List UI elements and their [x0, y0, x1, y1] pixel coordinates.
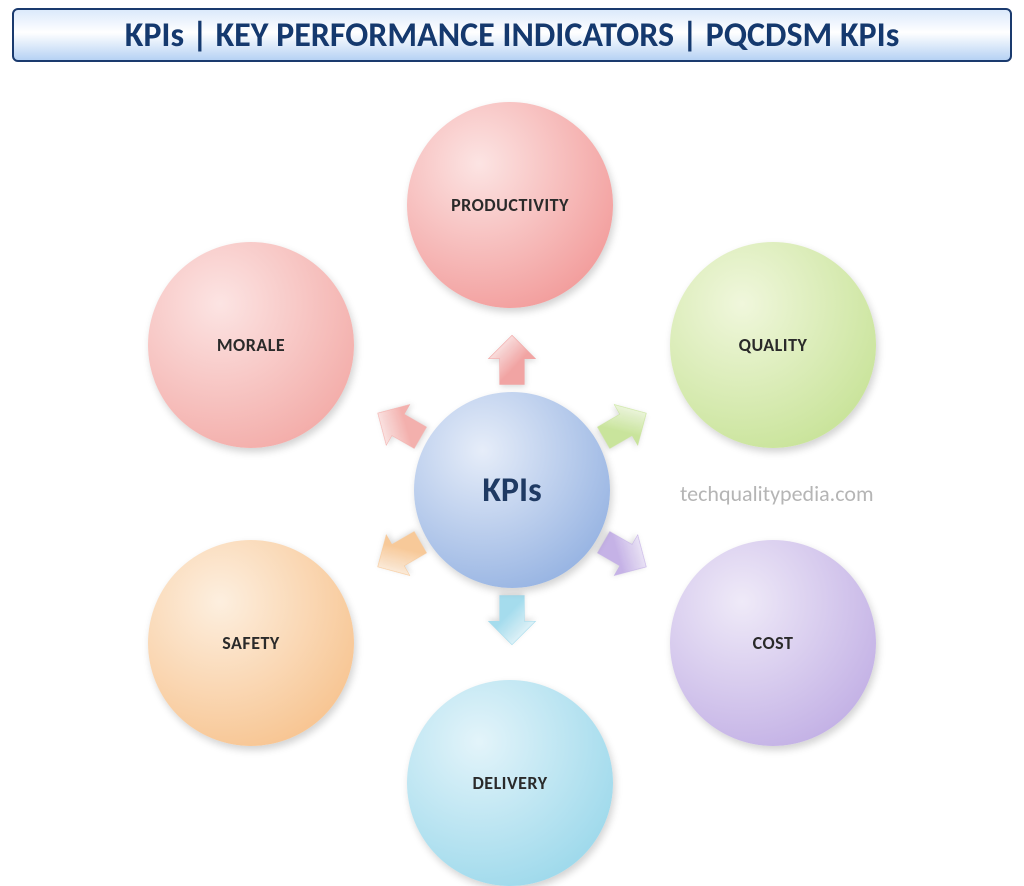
- node-productivity: PRODUCTIVITY: [407, 102, 613, 308]
- page-title-text: KPIs | KEY PERFORMANCE INDICATORS | PQCD…: [125, 15, 900, 56]
- center-hub-label: KPIs: [482, 470, 541, 511]
- arrow-productivity: [484, 333, 540, 389]
- node-label: SAFETY: [222, 632, 280, 654]
- node-delivery: DELIVERY: [407, 680, 613, 886]
- node-label: COST: [753, 632, 794, 654]
- node-label: QUALITY: [739, 334, 808, 356]
- node-label: DELIVERY: [472, 772, 547, 794]
- node-morale: MORALE: [148, 242, 354, 448]
- node-safety: SAFETY: [148, 540, 354, 746]
- node-label: MORALE: [217, 334, 285, 356]
- node-label: PRODUCTIVITY: [451, 194, 569, 216]
- watermark-text: techqualitypedia.com: [680, 480, 874, 507]
- kpi-radial-diagram: KPIs PRODUCTIVITY QUALITY COST DELIVERY …: [0, 62, 1024, 873]
- page-title-bar: KPIs | KEY PERFORMANCE INDICATORS | PQCD…: [12, 8, 1012, 62]
- arrow-delivery: [484, 591, 540, 647]
- center-hub: KPIs: [414, 392, 610, 588]
- node-cost: COST: [670, 540, 876, 746]
- node-quality: QUALITY: [670, 242, 876, 448]
